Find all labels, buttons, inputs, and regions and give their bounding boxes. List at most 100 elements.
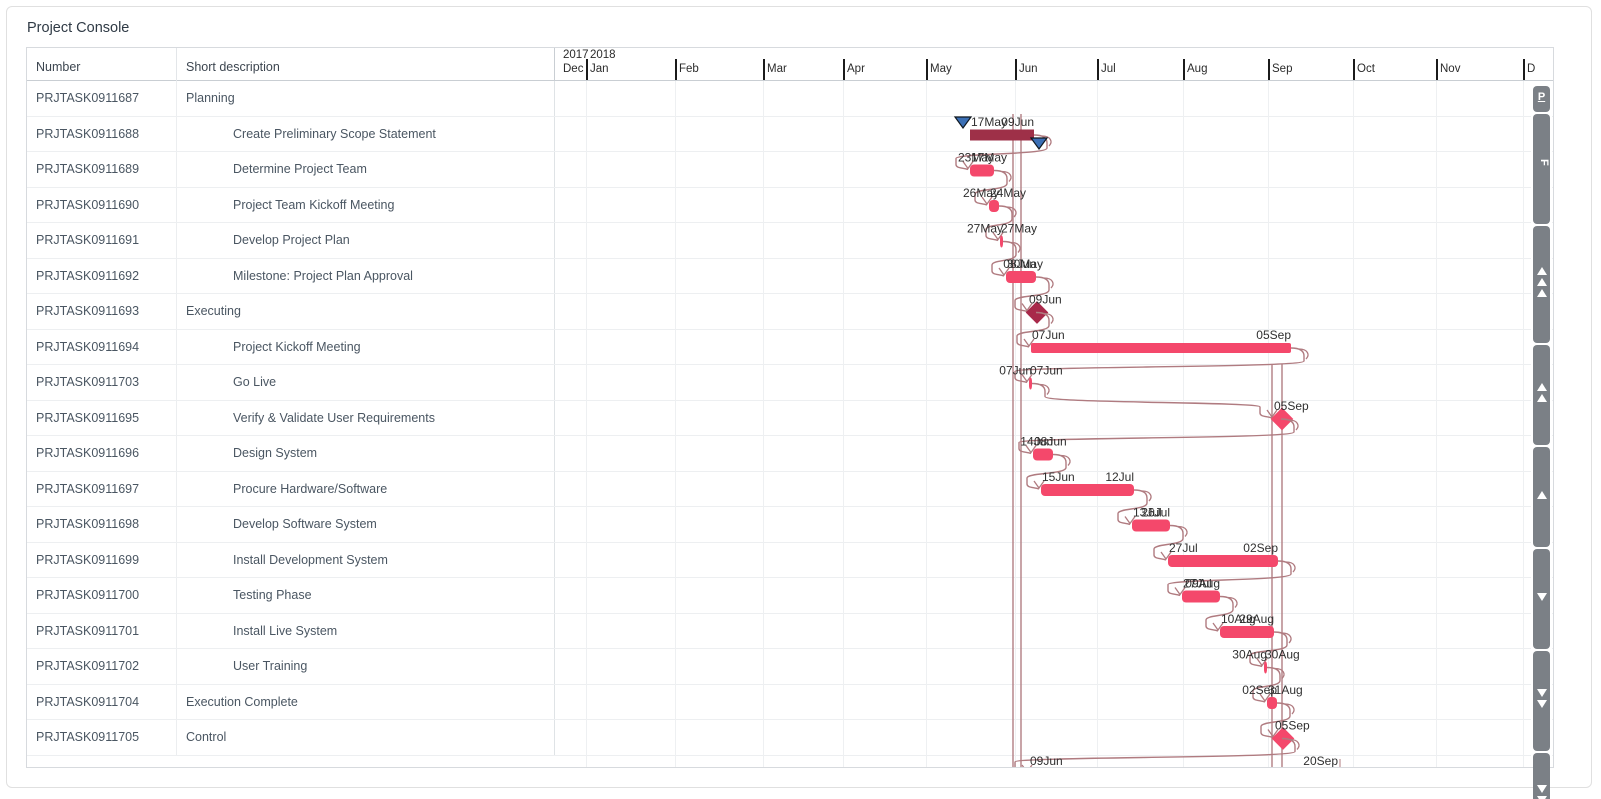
task-bar[interactable] — [1006, 271, 1036, 283]
table-row[interactable]: PRJTASK0911704 Execution Complete — [27, 684, 1553, 720]
cell-short-description[interactable]: Install Development System — [177, 542, 555, 577]
toolbar-arrow-up-icon[interactable] — [1536, 383, 1547, 391]
toolbar-arrow-up-icon[interactable] — [1536, 288, 1547, 297]
cell-short-description[interactable]: Verify & Validate User Requirements — [177, 400, 555, 435]
table-row[interactable]: PRJTASK0911693 Executing — [27, 294, 1553, 330]
cell-short-description[interactable]: Develop Software System — [177, 507, 555, 542]
project-marker-triangle[interactable] — [953, 116, 973, 130]
task-bar[interactable] — [1168, 555, 1278, 567]
cell-short-description[interactable]: Execution Complete — [177, 684, 555, 719]
cell-short-description[interactable]: User Training — [177, 649, 555, 684]
toolbar-segment[interactable] — [1533, 345, 1550, 445]
table-row[interactable]: PRJTASK0911705 Control — [27, 720, 1553, 756]
toolbar-arrow-down-icon[interactable] — [1536, 593, 1547, 601]
cell-short-description[interactable]: Procure Hardware/Software — [177, 471, 555, 506]
cell-short-description[interactable]: Planning — [177, 81, 555, 116]
table-row[interactable]: PRJTASK0911697 Procure Hardware/Software — [27, 471, 1553, 507]
table-row[interactable]: PRJTASK0911690 Project Team Kickoff Meeti… — [27, 187, 1553, 223]
task-bar[interactable] — [1264, 661, 1267, 674]
cell-short-description[interactable]: Project Team Kickoff Meeting — [177, 187, 555, 222]
cell-number[interactable]: PRJTASK0911690 — [27, 187, 177, 222]
table-row[interactable]: PRJTASK0911701 Install Live System — [27, 613, 1553, 649]
cell-short-description[interactable]: Install Live System — [177, 613, 555, 648]
cell-number[interactable]: PRJTASK0911704 — [27, 684, 177, 719]
toolbar-segment[interactable] — [1533, 549, 1550, 649]
toolbar-segment[interactable]: F — [1533, 114, 1550, 224]
column-header-short-description[interactable]: Short description — [177, 48, 555, 81]
task-bar[interactable] — [1182, 590, 1220, 603]
cell-short-description[interactable]: Project Kickoff Meeting — [177, 329, 555, 364]
summary-bar[interactable] — [970, 129, 1034, 141]
task-bar[interactable] — [1267, 697, 1277, 709]
cell-short-description[interactable]: Design System — [177, 436, 555, 471]
task-bar[interactable] — [989, 200, 999, 212]
table-row[interactable]: PRJTASK0911692 Milestone: Project Plan Ap… — [27, 258, 1553, 294]
toolbar-arrow-down-icon[interactable] — [1536, 785, 1547, 793]
cell-short-description[interactable]: Develop Project Plan — [177, 223, 555, 258]
table-row[interactable]: PRJTASK0911698 Develop Software System — [27, 507, 1553, 543]
column-header-number[interactable]: Number — [27, 48, 177, 81]
cell-number[interactable]: PRJTASK0911695 — [27, 400, 177, 435]
cell-number[interactable]: PRJTASK0911687 — [27, 81, 177, 116]
toolbar-arrow-down-icon[interactable] — [1536, 796, 1547, 799]
toolbar-arrow-stack[interactable] — [1533, 383, 1550, 405]
task-bar[interactable] — [970, 164, 994, 177]
cell-number[interactable]: PRJTASK0911703 — [27, 365, 177, 400]
cell-number[interactable]: PRJTASK0911702 — [27, 649, 177, 684]
cell-number[interactable]: PRJTASK0911698 — [27, 507, 177, 542]
cell-number[interactable]: PRJTASK0911692 — [27, 258, 177, 293]
cell-short-description[interactable]: Control — [177, 720, 555, 755]
table-row[interactable]: PRJTASK0911702 User Training — [27, 649, 1553, 685]
task-bar[interactable] — [1041, 484, 1134, 496]
toolbar-arrow-stack[interactable] — [1533, 593, 1550, 604]
toolbar-arrow-down-icon[interactable] — [1536, 689, 1547, 697]
table-row[interactable]: PRJTASK0911695 Verify & Validate User Req… — [27, 400, 1553, 436]
table-row[interactable]: PRJTASK0911694 Project Kickoff Meeting — [27, 329, 1553, 365]
toolbar-segment[interactable] — [1533, 226, 1550, 343]
right-side-toolbar[interactable]: PFL — [1531, 82, 1552, 799]
toolbar-segment[interactable] — [1533, 651, 1550, 751]
cell-short-description[interactable]: Testing Phase — [177, 578, 555, 613]
toolbar-arrow-stack[interactable] — [1533, 266, 1550, 300]
task-bar[interactable] — [1220, 626, 1274, 638]
parent-bar[interactable] — [1031, 343, 1291, 353]
toolbar-arrow-up-icon[interactable] — [1536, 394, 1547, 402]
cell-short-description[interactable]: Milestone: Project Plan Approval — [177, 258, 555, 293]
task-bar[interactable] — [1132, 519, 1170, 532]
table-row[interactable]: PRJTASK0911689 Determine Project Team — [27, 152, 1553, 188]
table-row[interactable]: PRJTASK0911691 Develop Project Plan — [27, 223, 1553, 259]
task-bar[interactable] — [1029, 377, 1032, 390]
cell-number[interactable]: PRJTASK0911700 — [27, 578, 177, 613]
toolbar-arrow-stack[interactable] — [1533, 689, 1550, 711]
toolbar-arrow-stack[interactable] — [1533, 785, 1550, 799]
cell-number[interactable]: PRJTASK0911688 — [27, 116, 177, 151]
table-row[interactable]: PRJTASK0911703 Go Live — [27, 365, 1553, 401]
cell-number[interactable]: PRJTASK0911699 — [27, 542, 177, 577]
toolbar-arrow-up-icon[interactable] — [1536, 266, 1547, 275]
cell-short-description[interactable]: Determine Project Team — [177, 152, 555, 187]
toolbar-arrow-down-icon[interactable] — [1536, 700, 1547, 708]
cell-number[interactable]: PRJTASK0911693 — [27, 294, 177, 329]
cell-number[interactable]: PRJTASK0911696 — [27, 436, 177, 471]
cell-number[interactable]: PRJTASK0911691 — [27, 223, 177, 258]
table-row[interactable]: PRJTASK0911687 Planning — [27, 81, 1553, 117]
table-row[interactable]: PRJTASK0911688 Create Preliminary Scope S… — [27, 116, 1553, 152]
cell-short-description[interactable]: Executing — [177, 294, 555, 329]
toolbar-arrow-up-icon[interactable] — [1536, 491, 1547, 499]
task-bar[interactable] — [1000, 235, 1003, 248]
table-row[interactable]: PRJTASK0911699 Install Development System — [27, 542, 1553, 578]
cell-number[interactable]: PRJTASK0911694 — [27, 329, 177, 364]
toolbar-arrow-stack[interactable] — [1533, 491, 1550, 502]
task-bar[interactable] — [1033, 448, 1053, 461]
cell-number[interactable]: PRJTASK0911697 — [27, 471, 177, 506]
cell-short-description[interactable]: Go Live — [177, 365, 555, 400]
toolbar-segment[interactable] — [1533, 753, 1550, 799]
cell-short-description[interactable]: Create Preliminary Scope Statement — [177, 116, 555, 151]
cell-number[interactable]: PRJTASK0911689 — [27, 152, 177, 187]
toolbar-segment[interactable]: P — [1533, 86, 1550, 112]
cell-number[interactable]: PRJTASK0911705 — [27, 720, 177, 755]
toolbar-arrow-up-icon[interactable] — [1536, 277, 1547, 286]
toolbar-segment[interactable] — [1533, 447, 1550, 547]
project-marker-triangle[interactable] — [1029, 137, 1049, 151]
table-row[interactable]: PRJTASK0911700 Testing Phase — [27, 578, 1553, 614]
